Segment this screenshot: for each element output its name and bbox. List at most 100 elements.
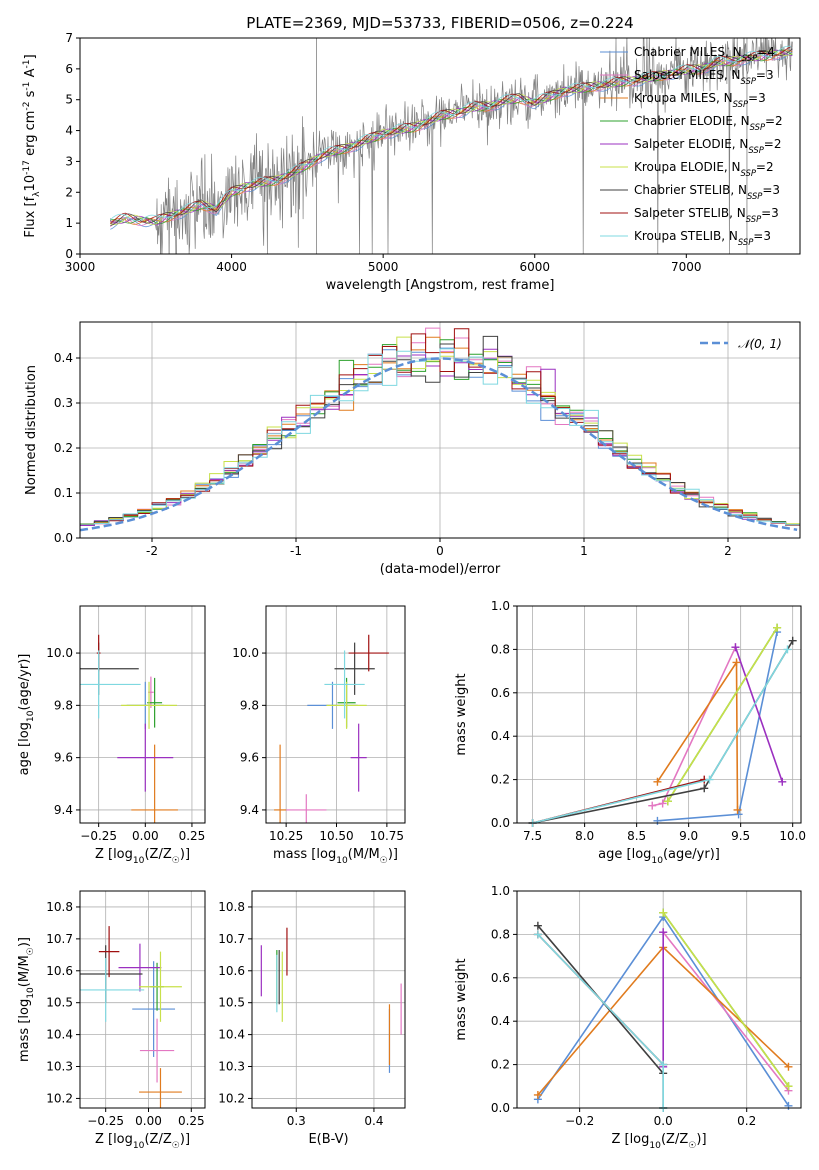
x-tick-label: 9.0	[679, 829, 698, 843]
y-tick-label: 3	[65, 154, 73, 168]
y-tick-label: 10.0	[46, 646, 73, 660]
y-tick-label: 9.4	[240, 803, 259, 817]
y-tick-label: 0.4	[491, 1014, 510, 1028]
mass-vs-Z-xlabel: Z [log10​(Z/Z☉​)]	[95, 1132, 190, 1151]
model-spectrum	[110, 48, 793, 226]
y-tick-label: 6	[65, 62, 73, 76]
y-tick-label: 7	[65, 31, 73, 45]
weight-marker	[773, 623, 782, 632]
y-tick-label: 10.7	[46, 932, 73, 946]
weight-vs-Z-frame	[516, 890, 802, 1109]
x-tick-label: 10.25	[269, 829, 303, 843]
y-tick-label: 0.4	[54, 351, 73, 365]
weight-marker	[658, 799, 667, 808]
weight-marker	[784, 1101, 793, 1110]
mass-vs-Z-ylabel: mass [log10​(M/M☉​)]	[17, 937, 36, 1062]
x-tick-label: 4000	[216, 260, 247, 274]
x-tick-label: 0	[436, 544, 444, 558]
y-tick-label: 10.8	[46, 900, 73, 914]
x-tick-label: 6000	[519, 260, 550, 274]
y-tick-label: 2	[65, 185, 73, 199]
y-tick-label: 0.6	[491, 686, 510, 700]
y-tick-label: 10.2	[218, 1091, 245, 1105]
x-tick-label: 1	[580, 544, 588, 558]
weight-marker	[659, 928, 668, 937]
age-vs-Z-points	[80, 634, 178, 823]
spectrum-axes: 3000 4000 5000 6000 7000 0 1 2 3 4 5 6 7 wavelength […	[22, 31, 702, 293]
y-tick-label: 0.2	[491, 773, 510, 787]
legend-entry: Salpeter MILES, NSSP=3	[634, 68, 774, 86]
x-tick-label: 0.25	[179, 829, 206, 843]
weight-marker	[653, 777, 662, 786]
weight-marker	[788, 636, 797, 645]
x-tick-label: 0.00	[132, 829, 159, 843]
weight-marker	[663, 797, 672, 806]
y-tick-label: 0.1	[54, 486, 73, 500]
age-vs-Z-xlabel: Z [log10​(Z/Z☉​)]	[95, 847, 190, 866]
residuals-frame	[79, 321, 801, 539]
weight-line	[657, 631, 778, 822]
weight-marker	[784, 1062, 793, 1071]
weight-vs-Z-xlabel: Z [log10​(Z/Z☉​)]	[611, 1132, 706, 1151]
y-tick-label: 1.0	[491, 884, 510, 898]
y-tick-label: 0.0	[491, 1101, 510, 1115]
x-tick-label: 7000	[671, 260, 702, 274]
y-tick-label: 9.8	[54, 698, 73, 712]
model-spectrum	[110, 45, 793, 225]
weight-marker	[648, 801, 657, 810]
weight-marker	[783, 645, 792, 654]
legend-entry: Salpeter ELODIE, NSSP=2	[634, 137, 782, 155]
mass-vs-EBV-frame	[251, 890, 406, 1109]
x-tick-label: 0.3	[287, 1114, 306, 1128]
x-tick-label: 0.00	[135, 1114, 162, 1128]
x-tick-label: 0.2	[737, 1114, 756, 1128]
observed-spectrum	[109, 38, 793, 254]
y-tick-label: 10.3	[46, 1060, 73, 1074]
mass-vs-Z-points	[80, 926, 182, 1108]
weight-marker	[731, 643, 740, 652]
weight-marker	[778, 777, 787, 786]
x-tick-label: -1	[290, 544, 302, 558]
legend-entry: Kroupa MILES, NSSP=3	[634, 91, 766, 109]
x-tick-label: 0.0	[654, 1114, 673, 1128]
legend-entry: 𝒩(0, 1)	[738, 337, 782, 351]
x-tick-label: 5000	[368, 260, 399, 274]
y-tick-label: 0.3	[54, 396, 73, 410]
weight-vs-age-xlabel: age [log10​(age/yr)]	[598, 847, 720, 866]
weight-marker	[734, 810, 743, 819]
legend-entry: Chabrier STELIB, NSSP=3	[634, 183, 780, 201]
y-tick-label: 0.2	[491, 1058, 510, 1072]
spectrum-frame	[79, 37, 801, 255]
y-tick-label: 0.0	[54, 531, 73, 545]
x-tick-label: 0.4	[364, 1114, 383, 1128]
weight-vs-age-series	[528, 623, 797, 827]
age-vs-mass-frame	[265, 605, 406, 824]
x-tick-label: −0.25	[80, 829, 117, 843]
y-tick-label: 10.0	[232, 646, 259, 660]
mass-vs-Z-frame	[79, 890, 206, 1109]
y-tick-label: 9.6	[240, 751, 259, 765]
weight-vs-age-axes: 7.5 8.0 8.5 9.0 9.5 10.0 0.0 0.2 0.4 0.6 0.8 1.0 age…	[454, 599, 806, 866]
weight-line	[532, 640, 794, 824]
y-tick-label: 10.3	[218, 1060, 245, 1074]
residual-histograms	[80, 327, 800, 532]
y-tick-label: 10.7	[218, 932, 245, 946]
age-vs-mass-axes: 10.25 10.50 10.75 9.4 9.6 9.8 10.0 mass [log10​…	[232, 606, 405, 866]
model-spectrum	[110, 50, 793, 226]
residuals-xlabel: (data-model)/error	[380, 562, 501, 577]
age-vs-mass-points	[274, 634, 389, 823]
spectrum-xlabel: wavelength [Angstrom, rest frame]	[326, 278, 555, 293]
y-tick-label: 10.5	[46, 996, 73, 1010]
legend-entry: Salpeter STELIB, NSSP=3	[634, 206, 779, 224]
age-vs-Z-frame	[79, 605, 206, 824]
age-vs-mass-grid	[266, 606, 405, 823]
weight-line	[662, 912, 790, 1087]
weight-marker	[784, 1082, 793, 1091]
y-tick-label: 10.4	[218, 1028, 245, 1042]
weight-vs-Z-axes: −0.2 0.0 0.2 0.0 0.2 0.4 0.6 0.8 1.0 Z [log10​(Z/…	[454, 884, 801, 1151]
y-tick-label: 10.8	[218, 900, 245, 914]
y-tick-label: 0.6	[491, 971, 510, 985]
weight-marker	[732, 658, 741, 667]
spectrum-ylabel: Flux [fλ​10-17​ erg cm-2​ s-1​ A-1​]	[22, 54, 42, 237]
